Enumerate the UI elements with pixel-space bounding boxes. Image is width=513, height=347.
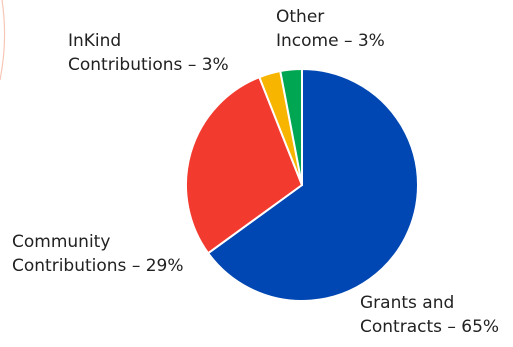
slice-label-community-line1: Community (12, 232, 111, 252)
slice-label-inkind-contributions: InKind Contributions – 3% (68, 29, 229, 77)
pie-slice-other-income (279, 67, 303, 186)
slice-label-other-income-line1: Other (276, 7, 325, 27)
slice-label-other-income: Other Income – 3% (276, 5, 385, 53)
slice-label-grants-line1: Grants and (360, 293, 455, 313)
pie-slice-community-contributions (185, 76, 303, 255)
pie-slice-grants-and-contracts (207, 68, 419, 302)
slice-label-grants-and-contracts: Grants and Contracts – 65% (360, 291, 499, 339)
slice-label-other-income-line2: Income – 3% (276, 31, 385, 51)
slice-label-grants-line2: Contracts – 65% (360, 317, 500, 337)
slice-label-inkind-line1: InKind (68, 31, 122, 51)
pie-slices (185, 67, 419, 302)
slice-label-community-contributions: Community Contributions – 29% (12, 230, 184, 278)
decorative-corner-arc (0, 0, 6, 81)
slice-label-inkind-line2: Contributions – 3% (68, 55, 229, 75)
slice-label-community-line2: Contributions – 29% (12, 256, 184, 276)
